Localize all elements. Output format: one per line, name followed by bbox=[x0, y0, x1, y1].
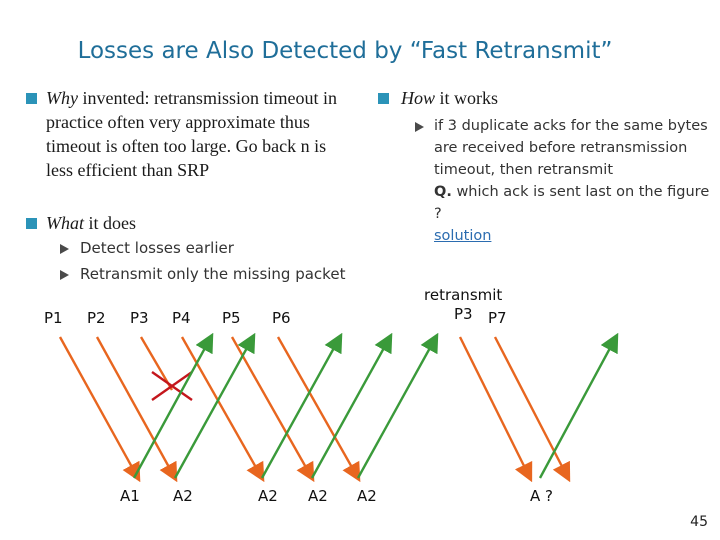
ack-label-a1: A1 bbox=[120, 487, 140, 505]
ack-label-a2: A2 bbox=[258, 487, 278, 505]
bullet-triangle-icon bbox=[60, 244, 69, 254]
bullet-square-icon bbox=[378, 93, 389, 104]
packet-label-p3: P3 bbox=[130, 309, 149, 327]
bullet-square-icon bbox=[26, 93, 37, 104]
loss-cross-icon bbox=[151, 371, 193, 401]
ack-a2-dup1-arrow bbox=[260, 332, 343, 479]
ack-a2-arrow bbox=[173, 332, 256, 479]
how-paragraph: How it works bbox=[401, 86, 498, 110]
ack-label-a2: A2 bbox=[357, 487, 377, 505]
packet-label-p7: P7 bbox=[488, 309, 507, 327]
what-text: it does bbox=[84, 213, 137, 233]
ack-a2-dup2-arrow bbox=[310, 332, 393, 479]
packet-label-p5: P5 bbox=[222, 309, 241, 327]
solution-link[interactable]: solution bbox=[434, 228, 492, 244]
packet-p6-arrow bbox=[276, 336, 361, 483]
packet-p4-arrow bbox=[180, 336, 265, 483]
bullet-triangle-icon bbox=[60, 270, 69, 280]
packet-label-p6: P6 bbox=[272, 309, 291, 327]
packet-p7-arrow bbox=[493, 336, 571, 483]
question-label: Q. bbox=[434, 184, 452, 200]
packet-p2-arrow bbox=[95, 336, 178, 483]
ack-a1-arrow bbox=[132, 332, 214, 479]
packet-label-p4: P4 bbox=[172, 309, 191, 327]
what-paragraph: What it does bbox=[46, 211, 136, 235]
question-text: which ack is sent last on the figure ? bbox=[434, 184, 710, 222]
slide-title: Losses are Also Detected by “Fast Retran… bbox=[77, 38, 613, 64]
why-label: Why bbox=[46, 88, 78, 108]
ack-label-a2: A2 bbox=[173, 487, 193, 505]
why-paragraph: Why invented: retransmission timeout in … bbox=[46, 86, 356, 182]
page-number: 45 bbox=[690, 514, 708, 530]
why-text: invented: retransmission timeout in prac… bbox=[46, 88, 337, 180]
bullet-triangle-icon bbox=[415, 122, 424, 132]
retransmit-packet-label: P3 bbox=[454, 305, 473, 323]
bullet-square-icon bbox=[26, 218, 37, 229]
ack-label-a2: A2 bbox=[308, 487, 328, 505]
how-subitem: if 3 duplicate acks for the same bytes a… bbox=[434, 115, 714, 247]
packet-label-p2: P2 bbox=[87, 309, 106, 327]
packet-p1-arrow bbox=[58, 336, 141, 483]
how-label: How bbox=[401, 88, 436, 108]
how-text: it works bbox=[435, 88, 499, 108]
packet-p5-arrow bbox=[230, 336, 315, 483]
packet-label-p1: P1 bbox=[44, 309, 63, 327]
retransmit-label: retransmit bbox=[424, 286, 503, 304]
packet-p3-retransmit-arrow bbox=[458, 336, 533, 483]
ack-unknown-arrow bbox=[538, 332, 619, 479]
subitem-detect: Detect losses earlier bbox=[80, 239, 234, 257]
how-sub-text: if 3 duplicate acks for the same bytes a… bbox=[434, 118, 708, 178]
what-label: What bbox=[46, 213, 84, 233]
ack-a2-dup3-arrow bbox=[356, 332, 439, 479]
subitem-retransmit: Retransmit only the missing packet bbox=[80, 265, 346, 283]
ack-label-unknown: A ? bbox=[530, 487, 553, 505]
